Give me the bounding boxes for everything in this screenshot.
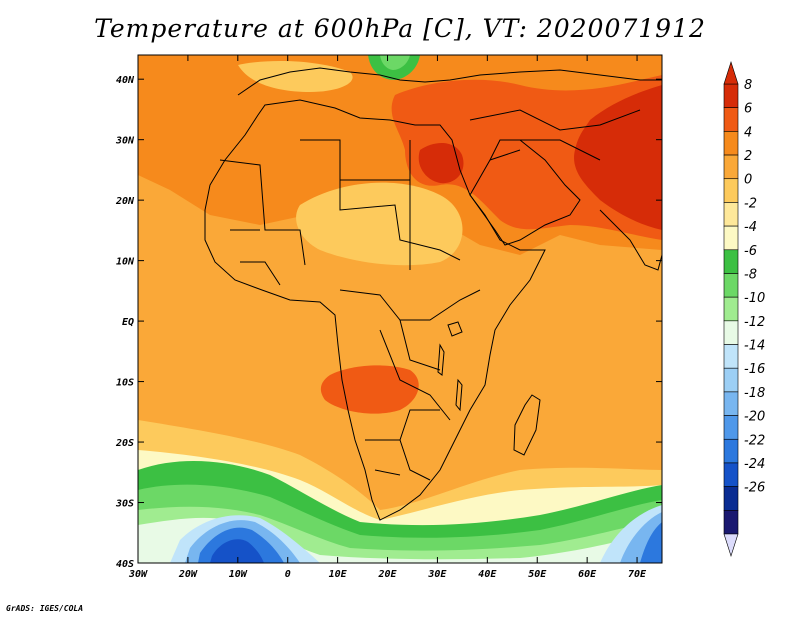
x-tick-label: 0 xyxy=(285,569,291,580)
field-navy-south xyxy=(210,539,264,563)
colorbar-segment xyxy=(723,249,739,274)
madagascar-coastline xyxy=(513,394,541,456)
x-ticks: 30W 20W 10W 0 10E 20E 30E 40E 50E 60E 70E xyxy=(128,55,647,580)
colorbar-label: -26 xyxy=(744,481,765,496)
colorbar-label: -16 xyxy=(744,362,765,377)
y-ticks: 40N 30N 20N 10N EQ 10S 20S 30S 40S xyxy=(115,75,662,570)
colorbar-label: -6 xyxy=(744,244,757,259)
x-tick-label: 30E xyxy=(427,569,447,580)
colorbar-label: -24 xyxy=(744,457,765,472)
colorbar-under-arrow xyxy=(723,533,739,557)
field-hot-east xyxy=(391,75,662,240)
x-tick-label: 10W xyxy=(229,569,248,580)
y-tick-label: 30N xyxy=(115,136,135,147)
colorbar-label: -4 xyxy=(744,220,757,235)
y-tick-label: 40N xyxy=(116,75,135,86)
africa-coastline xyxy=(204,99,546,521)
x-tick-label: 70E xyxy=(628,569,647,580)
y-tick-label: 40S xyxy=(116,559,134,570)
india-coastline xyxy=(599,209,662,271)
borders-west xyxy=(219,159,306,286)
colorbar-segment xyxy=(723,391,739,416)
colorbar-label: 2 xyxy=(744,149,752,164)
field-mild-sahara xyxy=(296,182,463,266)
field-hottest-core xyxy=(574,85,662,230)
borders-central xyxy=(339,289,481,421)
x-tick-label: 60E xyxy=(578,569,597,580)
coastlines xyxy=(204,67,662,521)
colorbar-segment xyxy=(723,131,739,156)
y-tick-label: 30S xyxy=(115,499,134,510)
x-tick-label: 30W xyxy=(128,569,148,580)
arabia-coastline xyxy=(469,139,581,246)
colorbar-segment xyxy=(723,486,739,511)
field-hottest-egypt xyxy=(418,143,464,184)
colorbar-label: 4 xyxy=(744,125,752,140)
colorbar-label: 0 xyxy=(744,173,752,188)
colorbar-label: -12 xyxy=(744,315,765,330)
y-tick-label: EQ xyxy=(122,317,134,328)
colorbar-segment xyxy=(723,296,739,322)
temperature-field xyxy=(138,55,662,563)
colorbar-segment xyxy=(723,344,739,369)
colorbar-segment xyxy=(723,462,739,487)
colorbar-segment xyxy=(723,225,739,251)
colorbar-segment xyxy=(723,438,739,464)
field-deepblue-east xyxy=(640,522,662,563)
colorbar-over-arrow xyxy=(723,61,739,85)
y-tick-label: 20N xyxy=(115,196,135,207)
colorbar-segment xyxy=(723,510,739,535)
europe-coastline xyxy=(237,67,662,96)
colorbar-label: -22 xyxy=(744,433,765,448)
y-tick-label: 10S xyxy=(116,378,134,389)
colorbar-label: -2 xyxy=(744,196,757,211)
colorbar-label: -20 xyxy=(744,410,765,425)
plot-frame xyxy=(137,54,663,564)
lake-victoria xyxy=(447,321,463,337)
colorbar-segment xyxy=(723,273,739,298)
colorbar-label: -10 xyxy=(744,291,765,306)
map-title: Temperature at 600hPa [C], VT: 202007191… xyxy=(94,14,706,43)
y-tick-label: 20S xyxy=(115,438,134,449)
x-tick-label: 50E xyxy=(528,569,547,580)
y-tick-label: 10N xyxy=(116,257,135,268)
colorbar-segment xyxy=(723,154,739,180)
colorbar-segment xyxy=(723,415,739,440)
x-tick-label: 40E xyxy=(478,569,497,580)
colorbar-segment xyxy=(723,178,739,203)
credit-label: GrADS: IGES/COLA xyxy=(6,604,84,613)
colorbar: 8 6 4 2 0 -2 -4 -6 -8 -10 -12 -14 -16 -18 -20 -22 -24 -26 xyxy=(723,61,765,557)
lake-tanganyika xyxy=(437,343,445,376)
colorbar-label: -18 xyxy=(744,386,765,401)
field-hot-angola xyxy=(320,365,419,414)
colorbar-segment xyxy=(723,202,739,227)
colorbar-label: -14 xyxy=(744,339,765,354)
lake-malawi xyxy=(455,378,463,412)
borders-sahara xyxy=(300,139,461,270)
colorbar-segment xyxy=(723,107,739,132)
colorbar-label: 6 xyxy=(744,102,752,117)
x-tick-label: 20W xyxy=(178,569,198,580)
colorbar-segment xyxy=(723,320,739,345)
colorbar-label: -8 xyxy=(744,268,757,283)
x-tick-label: 10E xyxy=(329,569,348,580)
x-tick-label: 20E xyxy=(377,569,397,580)
borders-middleeast xyxy=(469,109,641,161)
colorbar-segment xyxy=(723,83,739,108)
borders-south xyxy=(365,409,440,481)
colorbar-segment xyxy=(723,367,739,393)
colorbar-label: 8 xyxy=(744,78,752,93)
